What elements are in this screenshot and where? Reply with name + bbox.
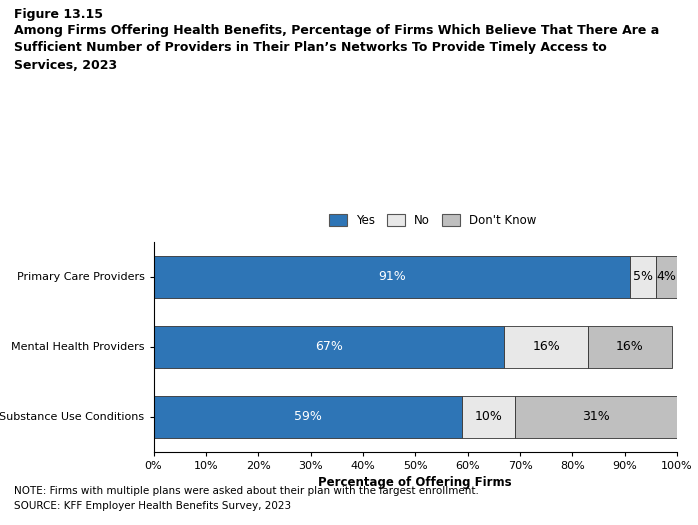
- Text: 5%: 5%: [633, 270, 653, 283]
- Bar: [504, 326, 588, 368]
- Text: 59%: 59%: [294, 410, 322, 423]
- X-axis label: Percentage of Offering Firms: Percentage of Offering Firms: [318, 476, 512, 489]
- Bar: [154, 326, 504, 368]
- Text: NOTE: Firms with multiple plans were asked about their plan with the largest enr: NOTE: Firms with multiple plans were ask…: [14, 486, 479, 496]
- Bar: [630, 256, 656, 298]
- Text: 4%: 4%: [657, 270, 676, 283]
- Bar: [515, 395, 677, 437]
- Bar: [588, 326, 671, 368]
- Bar: [656, 256, 677, 298]
- Bar: [154, 395, 462, 437]
- Text: Figure 13.15: Figure 13.15: [14, 8, 103, 21]
- Bar: [462, 395, 514, 437]
- Bar: [154, 256, 630, 298]
- Text: 91%: 91%: [378, 270, 406, 283]
- Text: SOURCE: KFF Employer Health Benefits Survey, 2023: SOURCE: KFF Employer Health Benefits Sur…: [14, 501, 291, 511]
- Text: 10%: 10%: [475, 410, 503, 423]
- Text: 31%: 31%: [582, 410, 610, 423]
- Text: 16%: 16%: [616, 340, 644, 353]
- Text: 67%: 67%: [315, 340, 343, 353]
- Text: Among Firms Offering Health Benefits, Percentage of Firms Which Believe That The: Among Firms Offering Health Benefits, Pe…: [14, 24, 659, 71]
- Legend: Yes, No, Don't Know: Yes, No, Don't Know: [329, 214, 537, 227]
- Text: 16%: 16%: [533, 340, 560, 353]
